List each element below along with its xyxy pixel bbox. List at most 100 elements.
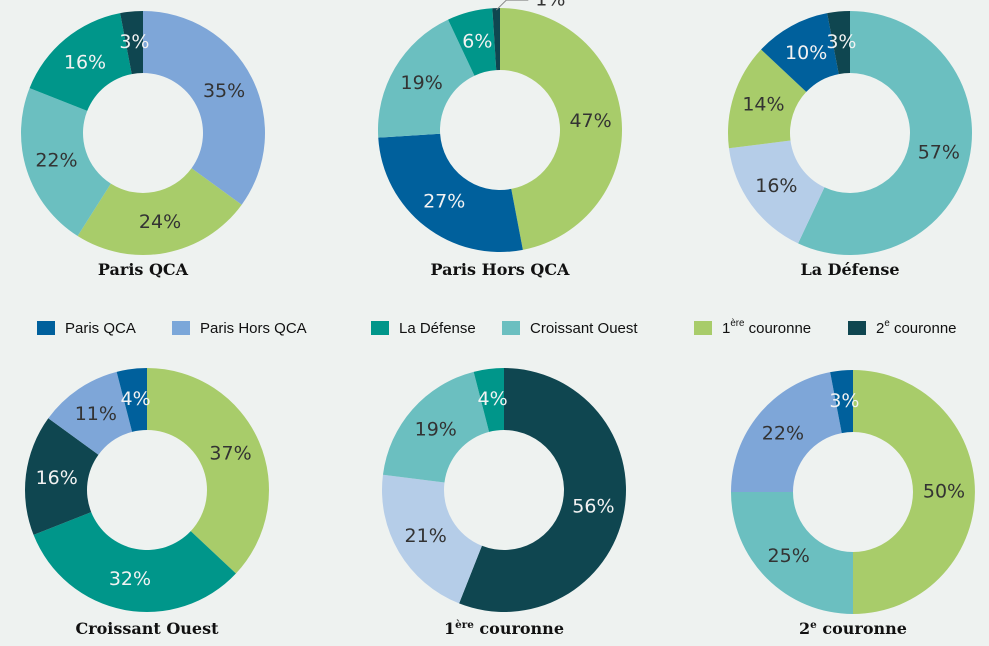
superscript: e [884, 318, 889, 329]
chart-title: Croissant Ouest [75, 619, 219, 638]
text-run: La Défense [800, 260, 899, 279]
segment-label: 25% [768, 545, 810, 567]
text-run: Paris QCA [65, 320, 136, 337]
superscript: ère [730, 318, 744, 329]
segment-label: 3% [829, 390, 859, 412]
donut-segment [20, 88, 111, 237]
segment-label: 22% [35, 150, 77, 172]
text-run: 1 [722, 320, 730, 337]
chart-title: La Défense [800, 260, 899, 279]
chart-title: Paris QCA [98, 260, 189, 279]
donut-segment [147, 368, 270, 574]
segment-label: 16% [64, 51, 106, 73]
donut-segment [378, 19, 475, 138]
donut-segment [830, 370, 853, 434]
legend-label: 2e couronne [876, 318, 957, 337]
donut-segment [24, 418, 99, 535]
text-run: 2 [799, 619, 810, 638]
superscript: e [810, 619, 817, 631]
donut-segment [48, 371, 133, 455]
donut-segment [378, 133, 523, 252]
segment-label: 4% [121, 388, 151, 410]
donut-segment [728, 49, 807, 149]
donut-segment [116, 367, 147, 432]
segment-label: 50% [923, 481, 965, 503]
segment-label: 24% [139, 211, 181, 233]
legend-label: 1ère couronne [722, 318, 811, 337]
donut-segment [798, 10, 973, 255]
segment-label: 19% [401, 72, 443, 94]
legend-label: Croissant Ouest [530, 320, 638, 337]
donut: 37% 32% 16% 11%4% Croissant Ouest [24, 367, 270, 638]
segment-label: 3% [826, 31, 856, 53]
segment-label: 10% [785, 42, 827, 64]
legend-label: Paris Hors QCA [200, 320, 307, 337]
segment-label: 16% [755, 175, 797, 197]
donut-segment [853, 370, 975, 614]
superscript: ère [455, 619, 474, 631]
donut-segment [492, 8, 500, 71]
segment-label: 1% [535, 0, 565, 11]
chart-title: 2e couronne [799, 619, 907, 638]
text-run: La Défense [399, 320, 476, 337]
donut-segment [29, 13, 132, 111]
segment-label: 27% [423, 190, 465, 212]
segment-label: 32% [109, 568, 151, 590]
segment-label: 16% [36, 467, 78, 489]
text-run: Croissant Ouest [75, 619, 219, 638]
donut: 50% 25% 22% 3% 2e couronne [731, 370, 975, 638]
segment-label: 35% [203, 80, 245, 102]
segment-label: 21% [405, 525, 447, 547]
text-run: couronne [817, 619, 907, 638]
text-run: couronne [744, 320, 811, 337]
segment-label: 56% [572, 496, 614, 518]
text-run: couronne [890, 320, 957, 337]
donut-segment [382, 371, 490, 483]
donut: 56% 21% 19% 4% 1ère couronne [381, 367, 626, 638]
segment-label: 47% [569, 110, 611, 132]
donut-segment [33, 512, 236, 613]
segment-label: 19% [415, 418, 457, 440]
segment-label: 3% [119, 31, 149, 53]
donut: 35% 24% 22% 16% 3% Paris QCA [20, 11, 265, 279]
donut: 57% 16% 14% 10% 3% La Défense [728, 10, 973, 279]
donut-segment [731, 372, 842, 492]
segment-label: 22% [762, 422, 804, 444]
donut-segment [827, 11, 850, 75]
legend-swatch [694, 321, 712, 335]
legend-label: La Défense [399, 320, 476, 337]
text-run: 1 [444, 619, 455, 638]
segment-label: 37% [209, 442, 251, 464]
donut: 47% 27% 19% 6% 1% Paris Hors QCA [378, 0, 622, 279]
donut-segment [143, 11, 265, 205]
legend-swatch [848, 321, 866, 335]
legend: Paris QCA Paris Hors QCA La Défense Croissa… [37, 318, 957, 337]
legend-swatch [371, 321, 389, 335]
text-run: Paris QCA [98, 260, 189, 279]
text-run: Croissant Ouest [530, 320, 638, 337]
leader-line [495, 0, 529, 11]
segment-label: 57% [918, 141, 960, 163]
donut-segment [500, 8, 622, 250]
text-run: Paris Hors QCA [200, 320, 307, 337]
segment-label: 14% [742, 93, 784, 115]
legend-swatch [172, 321, 190, 335]
donut-segment [731, 492, 853, 614]
donut-segment [381, 474, 482, 604]
donut-segment [473, 367, 504, 432]
segment-label: 11% [75, 403, 117, 425]
legend-swatch [502, 321, 520, 335]
legend-swatch [37, 321, 55, 335]
donut-segment [120, 11, 143, 75]
segment-label: 4% [478, 388, 508, 410]
donut-segment [77, 168, 242, 255]
text-run: 2 [876, 320, 884, 337]
donut-segment [448, 8, 497, 76]
donut-segment [459, 368, 626, 612]
chart-title: Paris Hors QCA [431, 260, 571, 279]
donut-segment [728, 140, 825, 244]
donut-segment [761, 13, 839, 92]
chart-title: 1ère couronne [444, 619, 564, 638]
